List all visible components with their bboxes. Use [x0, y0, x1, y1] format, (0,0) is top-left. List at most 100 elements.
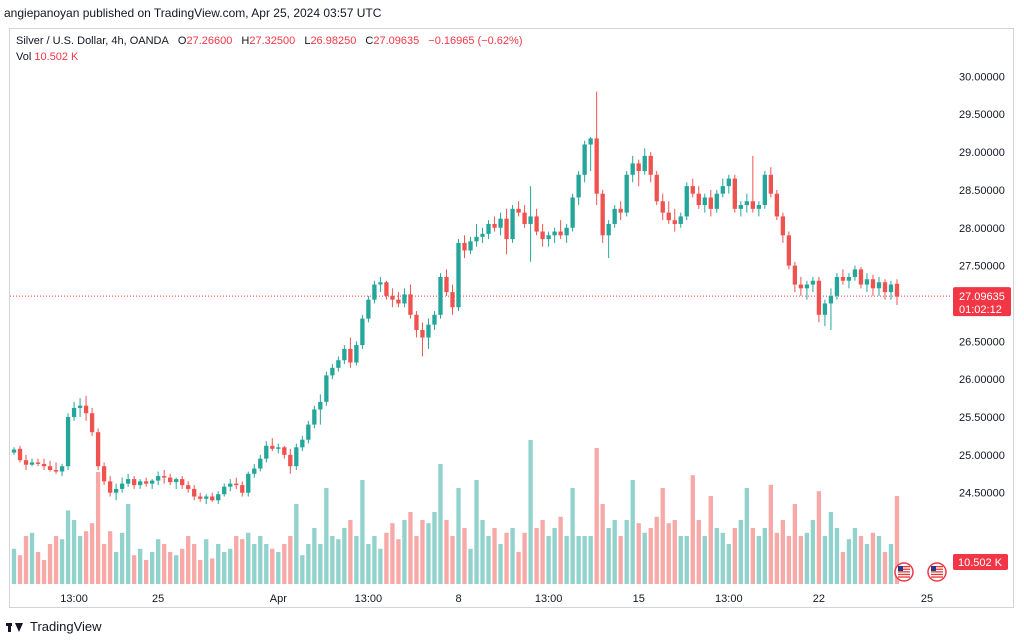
volume-bar — [534, 528, 539, 584]
candle-body — [83, 405, 89, 414]
volume-bar — [636, 523, 641, 584]
volume-bar — [270, 548, 275, 584]
candle-body — [810, 280, 816, 285]
candle-body — [366, 299, 371, 319]
volume-bar — [342, 528, 347, 584]
volume-bar — [516, 552, 521, 584]
candle-body — [570, 197, 575, 228]
candle-body — [708, 197, 713, 209]
volume-bar — [624, 520, 629, 584]
us-flag-stripe — [931, 568, 943, 570]
volume-bar — [89, 523, 95, 584]
candle-body — [378, 282, 383, 285]
candle-body — [125, 479, 131, 484]
candle-body — [174, 479, 179, 483]
volume-bar — [246, 532, 251, 584]
low-value: 26.98250 — [310, 35, 357, 47]
volume-bar — [474, 480, 479, 584]
volume-bar — [588, 536, 593, 584]
candle-body — [654, 174, 659, 202]
volume-bar — [35, 552, 41, 584]
candle-body — [312, 409, 317, 425]
candle-body — [192, 488, 197, 497]
candle-body — [714, 193, 719, 209]
volume-bar — [53, 536, 59, 584]
candle-body — [840, 276, 846, 281]
volume-bar — [774, 532, 780, 584]
candle-body — [228, 483, 233, 487]
volume-bar — [156, 539, 161, 584]
us-flag-stripe — [931, 576, 943, 578]
volume-bar — [870, 532, 876, 584]
volume-bar — [378, 548, 383, 584]
symbol-title[interactable]: Silver / U.S. Dollar, 4h, OANDA — [16, 35, 169, 47]
candle-body — [222, 486, 227, 495]
volume-bar — [450, 536, 455, 584]
candle-body — [786, 235, 792, 266]
volume-bar — [552, 528, 557, 584]
volume-bar — [396, 539, 401, 584]
volume-bar — [792, 504, 798, 584]
x-tick-label: 13:00 — [355, 593, 383, 605]
footer-brand: TradingView — [6, 619, 102, 634]
candle-body — [696, 193, 701, 206]
volume-bar — [672, 520, 677, 584]
volume-bar — [714, 528, 719, 584]
volume-bar — [204, 539, 209, 584]
volume-bar — [798, 536, 804, 584]
candle-body — [47, 466, 53, 471]
candle-body — [156, 476, 161, 481]
candle-body — [300, 439, 305, 448]
candle-body — [888, 284, 894, 293]
candle-body — [444, 276, 449, 293]
volume-bar — [372, 536, 377, 584]
volume-bar — [240, 539, 245, 584]
volume-bar — [77, 536, 83, 584]
volume-bar — [300, 555, 305, 584]
y-tick-label: 26.00000 — [959, 374, 1005, 386]
y-tick-label: 26.50000 — [959, 336, 1005, 348]
candle-body — [264, 445, 269, 459]
candle-body — [246, 473, 251, 493]
volume-bar — [888, 544, 894, 584]
candle-body — [642, 155, 647, 171]
volume-bar — [498, 544, 503, 584]
candle-body — [780, 216, 786, 236]
volume-bar — [234, 536, 239, 584]
candle-body — [564, 227, 569, 236]
volume-bar — [137, 548, 143, 584]
volume-bar — [462, 528, 467, 584]
y-tick-label: 28.50000 — [959, 185, 1005, 197]
x-tick-label: 22 — [813, 593, 825, 605]
change-value: −0.16965 (−0.62%) — [428, 35, 523, 47]
x-tick-label: 15 — [633, 593, 645, 605]
volume-bar — [65, 510, 71, 584]
volume-bar — [618, 536, 623, 584]
candle-body — [408, 294, 413, 315]
volume-bar — [480, 520, 485, 584]
volume-bar — [744, 488, 749, 584]
candle-body — [474, 236, 479, 242]
volume-bar — [444, 520, 449, 584]
candle-body — [876, 282, 882, 289]
candle-body — [354, 345, 359, 363]
price-badge-countdown: 01:02:12 — [959, 304, 1002, 316]
candle-body — [648, 155, 653, 175]
candle-body — [774, 193, 780, 217]
vol-label: Vol — [16, 51, 32, 63]
chart-frame — [9, 28, 1014, 608]
candle-body — [516, 208, 521, 213]
candle-body — [582, 144, 587, 175]
candle-body — [678, 216, 683, 224]
candle-body — [336, 360, 341, 368]
volume-bar — [408, 512, 413, 584]
volume-bar — [83, 531, 89, 584]
candle-body — [384, 282, 389, 296]
volume-bar — [306, 544, 311, 584]
y-tick-label: 25.00000 — [959, 450, 1005, 462]
candle-body — [558, 231, 563, 236]
published-line: angiepanoyan published on TradingView.co… — [4, 6, 382, 20]
volume-bar — [47, 544, 53, 584]
candle-body — [180, 479, 185, 486]
